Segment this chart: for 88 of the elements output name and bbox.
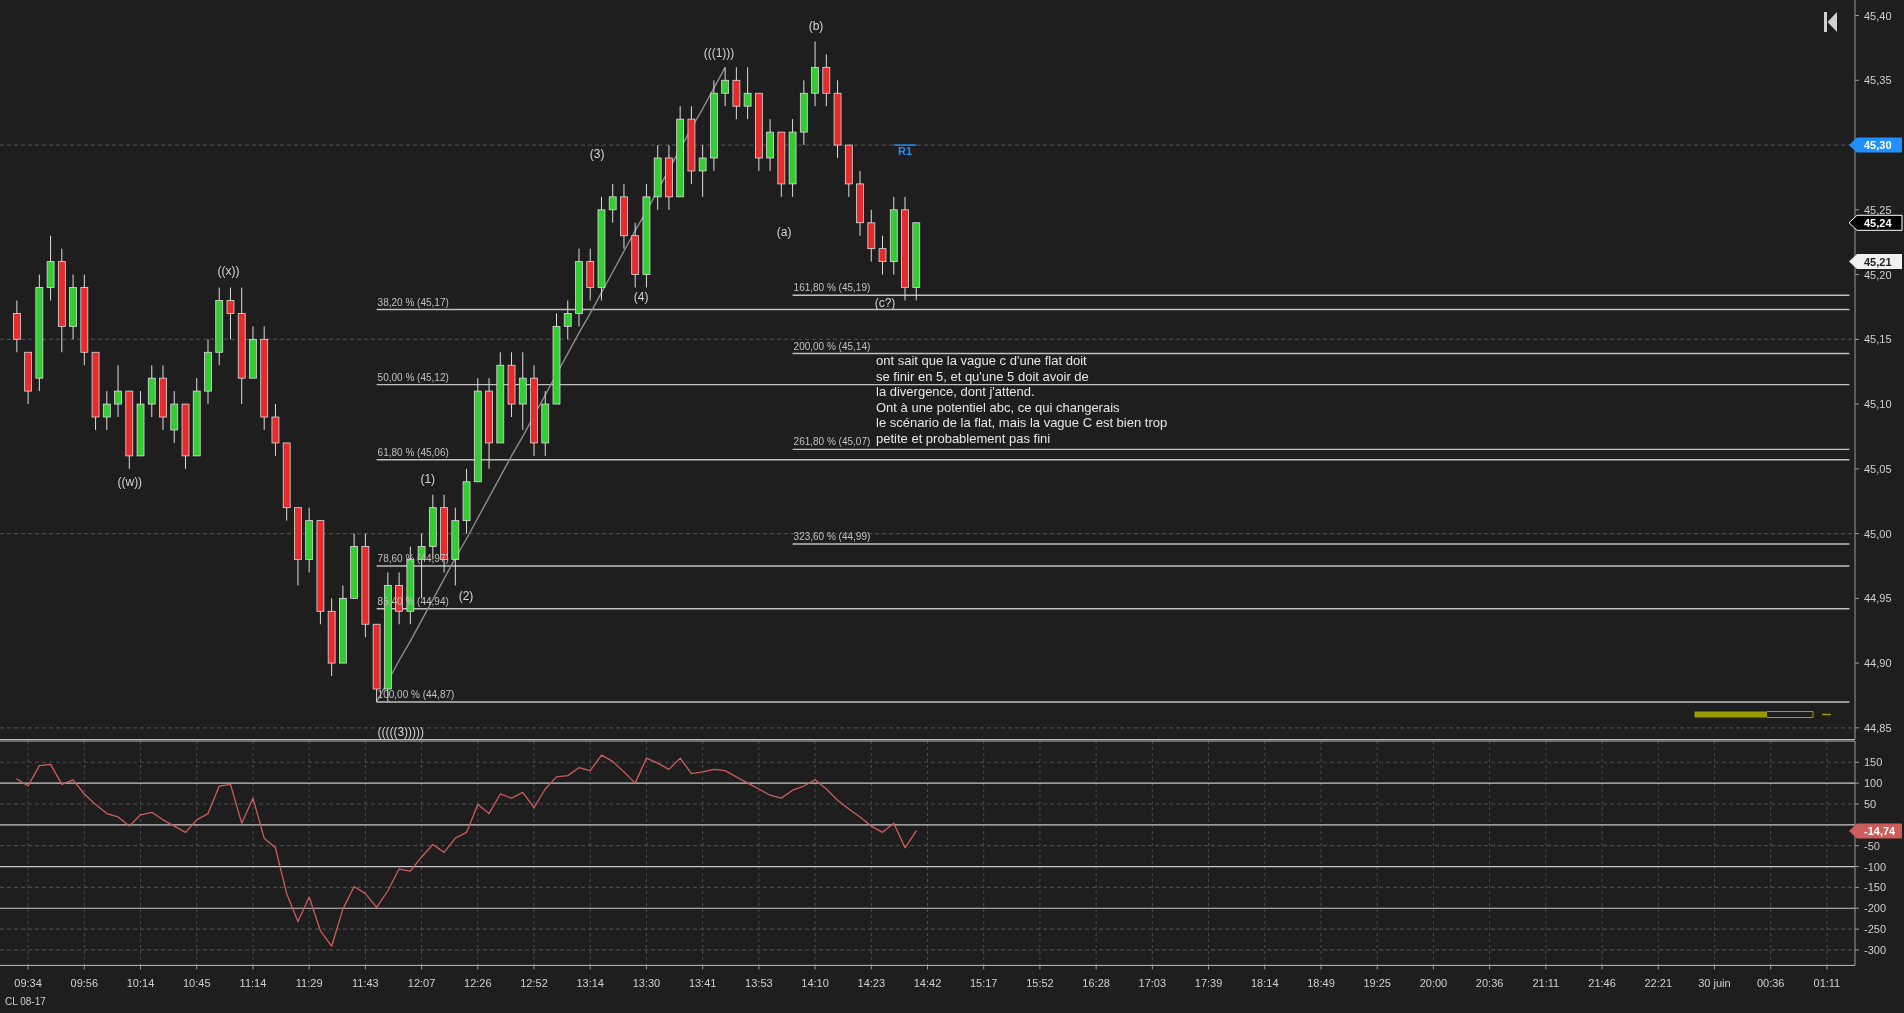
x-tick-label: 19:25 <box>1363 977 1391 990</box>
x-tick-label: 15:52 <box>1026 977 1054 990</box>
annotation: ((w)) <box>117 474 143 489</box>
x-tick-label: 13:53 <box>745 977 773 990</box>
candlestick <box>226 287 235 340</box>
y-tick-label: -50 <box>1864 839 1880 852</box>
y-tick-label: -300 <box>1864 943 1887 956</box>
x-tick-label: 30 juin <box>1698 977 1731 990</box>
x-tick-label: 20:00 <box>1419 977 1448 990</box>
series-label: R1 <box>897 145 913 158</box>
x-tick-label: 11:43 <box>352 977 379 990</box>
annotation: (b) <box>808 18 824 33</box>
annotation: (3) <box>589 147 605 162</box>
x-tick-label: 12:07 <box>407 977 436 990</box>
x-tick-label: 22:21 <box>1644 977 1673 990</box>
annotation: ont sait que la vague c d'une flat doit se finir en 5, et qu'une 5 doit avoir de la divergence, dont j'attend. Ont à une potentiel abc, ce qui changerais le scénario de la flat, mais la vague C est bien trop petite et probablement pas fini <box>876 353 1168 446</box>
candlestick <box>698 144 707 198</box>
series-label: 323,60 % (44,99) <box>793 530 871 542</box>
x-tick-label: 14:42 <box>913 977 942 990</box>
x-tick-label: 15:17 <box>969 977 998 990</box>
x-tick-label: 11:29 <box>295 977 323 990</box>
y-tick-label: -250 <box>1864 923 1887 936</box>
x-tick-label: 09:56 <box>70 977 99 990</box>
x-tick-label: 18:14 <box>1251 977 1279 990</box>
annotation: (c?) <box>874 295 896 310</box>
y-tick-label: 150 <box>1864 756 1883 769</box>
x-tick-label: 10:14 <box>126 977 155 990</box>
x-tick-label: 20:36 <box>1475 977 1504 990</box>
candlestick <box>114 364 122 418</box>
x-tick-label: 13:14 <box>576 977 604 990</box>
y-tick-label: 45,20 <box>1864 268 1892 281</box>
y-tick-label: -200 <box>1864 902 1887 915</box>
x-tick-label: 14:10 <box>801 977 829 990</box>
x-tick-label: 01:11 <box>1813 977 1841 990</box>
series-label: 50,00 % (45,12) <box>377 371 449 383</box>
annotation: (((((3))))) <box>377 725 425 739</box>
annotation: (((1))) <box>703 46 735 61</box>
y-tick-label: 45,40 <box>1864 9 1892 22</box>
series-label: 200,00 % (45,14) <box>793 340 871 352</box>
y-tick-label: 45,25 <box>1864 203 1892 216</box>
y-tick-label: 44,85 <box>1864 721 1892 734</box>
text: 45,21 <box>1864 255 1892 268</box>
candlestick <box>102 390 111 431</box>
x-tick-label: 16:28 <box>1082 977 1110 990</box>
x-tick-label: 13:30 <box>632 977 661 990</box>
x-tick-label: 00:36 <box>1756 977 1785 990</box>
series-label: 61,80 % (45,06) <box>377 446 449 458</box>
annotation: (4) <box>633 289 649 304</box>
text: -14,74 <box>1864 825 1897 837</box>
y-tick-label: 100 <box>1864 777 1883 790</box>
y-tick-label: 44,90 <box>1864 657 1892 670</box>
y-tick-label: 45,35 <box>1864 74 1892 87</box>
y-tick-label: 44,95 <box>1864 592 1892 605</box>
x-tick-label: 09:34 <box>14 977 42 990</box>
series-label: 261,80 % (45,07) <box>793 436 871 448</box>
x-tick-label: 17:39 <box>1194 977 1223 990</box>
annotation: (2) <box>458 588 474 603</box>
candlestick <box>721 66 730 107</box>
x-tick-label: 18:49 <box>1307 977 1335 990</box>
annotation: ((x)) <box>217 263 240 278</box>
text: 45,30 <box>1864 139 1892 152</box>
text: 45,24 <box>1864 216 1893 229</box>
x-tick-label: 10:45 <box>182 977 211 990</box>
x-tick-label: 11:14 <box>239 977 267 990</box>
candlestick <box>878 235 887 276</box>
candlestick <box>743 66 752 120</box>
x-tick-label: 12:26 <box>464 977 492 990</box>
y-tick-label: 45,00 <box>1864 527 1892 540</box>
x-tick-label: 21:46 <box>1588 977 1616 990</box>
y-tick-label: 45,15 <box>1864 333 1892 346</box>
x-tick-label: 13:41 <box>688 977 717 990</box>
y-tick-label: 45,05 <box>1864 462 1892 475</box>
annotation: (a) <box>776 224 792 239</box>
annotation: (1) <box>420 472 436 487</box>
y-tick-label: 45,10 <box>1864 398 1892 411</box>
y-tick-label: -150 <box>1864 881 1887 894</box>
text: CL 08-17 <box>5 996 47 1007</box>
line-series <box>16 754 917 947</box>
candlestick <box>608 183 617 224</box>
candlestick <box>563 299 572 340</box>
series-label: 38,20 % (45,17) <box>377 296 449 308</box>
y-tick-label: -100 <box>1864 860 1887 873</box>
x-tick-label: 21:11 <box>1532 977 1560 990</box>
x-tick-label: 12:52 <box>520 977 548 990</box>
series-label: 161,80 % (45,19) <box>793 282 871 294</box>
y-tick-label: 50 <box>1864 797 1877 810</box>
x-tick-label: 14:23 <box>857 977 886 990</box>
x-tick-label: 17:03 <box>1138 977 1167 990</box>
